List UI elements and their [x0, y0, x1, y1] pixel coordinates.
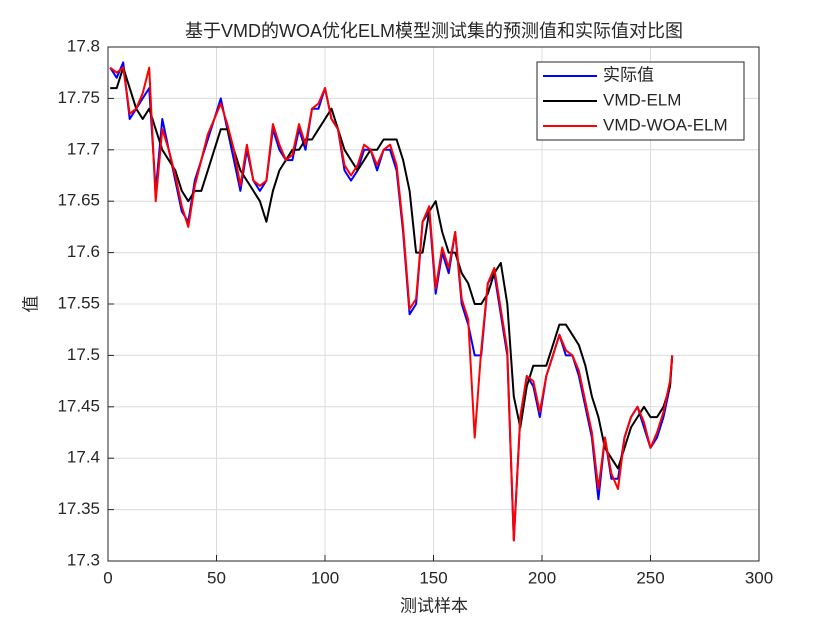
x-tick-label: 250 [636, 568, 664, 587]
x-tick-label: 0 [103, 568, 112, 587]
y-tick-label: 17.5 [67, 345, 100, 364]
data-line [109, 66, 674, 542]
legend-label: VMD-ELM [603, 90, 681, 109]
y-tick-label: 17.6 [67, 242, 100, 261]
legend-label: VMD-WOA-ELM [603, 115, 728, 134]
legend-label: 实际值 [603, 65, 654, 84]
y-tick-label: 17.55 [57, 293, 100, 312]
x-tick-label: 50 [207, 568, 226, 587]
plot-frame [107, 46, 760, 562]
x-axis-label: 测试样本 [400, 596, 468, 615]
y-tick-label: 17.7 [67, 139, 100, 158]
chart-title: 基于VMD的WOA优化ELM模型测试集的预测值和实际值对比图 [185, 21, 683, 41]
y-tick-label: 17.35 [57, 499, 100, 518]
x-tick-label: 300 [745, 568, 773, 587]
data-line [110, 66, 674, 470]
y-tick-label: 17.4 [67, 448, 100, 467]
x-tick-label: 200 [528, 568, 556, 587]
y-tick-label: 17.45 [57, 396, 100, 415]
y-tick-label: 17.65 [57, 191, 100, 210]
x-tick-label: 100 [311, 568, 339, 587]
x-tick-label: 150 [419, 568, 447, 587]
y-axis-label: 值 [21, 296, 40, 313]
y-tick-label: 17.8 [67, 36, 100, 55]
y-tick-label: 17.3 [67, 550, 100, 569]
y-tick-label: 17.75 [57, 88, 100, 107]
